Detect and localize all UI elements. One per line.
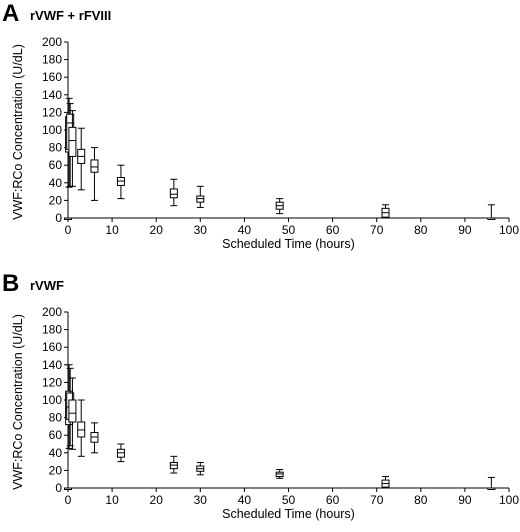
y-tick-label: 80 [49,141,63,155]
x-tick-label: 30 [194,223,208,237]
x-tick-label: 20 [150,493,164,507]
y-tick-label: 160 [42,340,62,354]
x-tick-label: 20 [150,223,164,237]
box-plot-item [487,204,496,220]
box-plot-item [116,443,125,463]
box-plot-item [64,217,72,220]
y-tick-label: 100 [42,123,62,137]
y-tick-label: 0 [55,481,62,495]
panel-b: B rVWF 0 20 40 60 80 100 120 140 160 180 200 0 10 20 3… [0,270,520,532]
box-plot-item [116,164,125,200]
box [90,159,99,173]
y-axis-label: VWF:RCo Concentration (U/dL) [11,44,25,220]
x-tick-label: 0 [65,223,72,237]
x-tick-label: 30 [194,493,208,507]
y-tick-label: 140 [42,88,62,102]
box-plot-item [275,469,284,479]
box-plot-item [169,455,178,474]
x-tick-label: 10 [105,493,119,507]
box-plot-item [381,204,390,219]
box-plot-item [77,127,86,191]
panel-letter: B [2,270,20,297]
x-tick-label: 90 [458,223,472,237]
box-plot-item [487,476,496,490]
y-tick-label: 100 [42,393,62,407]
x-tick-label: 10 [105,223,119,237]
x-tick-label: 70 [370,223,384,237]
panel-a: A rVWF + rFVIII 0 20 40 60 80 100 120 140 160 180… [0,0,520,262]
box [68,399,77,423]
box-plot-item [169,178,178,207]
x-tick-label: 40 [238,223,252,237]
panel-letter: A [2,0,20,27]
y-tick-label: 200 [42,35,62,49]
x-tick-label: 80 [414,493,428,507]
x-tick-label: 70 [370,493,384,507]
chart-title: rVWF + rFVIII [30,8,112,23]
y-tick-label: 40 [49,176,63,190]
x-tick-label: 80 [414,223,428,237]
box-plot-item [77,399,86,457]
y-tick-label: 80 [49,411,63,425]
y-tick-label: 40 [49,446,63,460]
y-tick-label: 20 [49,463,63,477]
y-tick-label: 140 [42,358,62,372]
box-plot-item [196,461,205,476]
chart-title: rVWF [30,278,64,293]
box-plot-item [68,377,77,450]
x-tick-label: 50 [282,223,296,237]
box [68,126,77,157]
box-plot-item [64,487,72,490]
box [169,188,178,199]
x-tick-label: 90 [458,493,472,507]
box-plot-rvwf-rfviii: 0 20 40 60 80 100 120 140 160 180 200 0 10 20 30 40 50 60… [11,35,519,251]
box-plot-item [90,147,99,201]
y-axis-label: VWF:RCo Concentration (U/dL) [11,314,25,490]
x-tick-label: 40 [238,493,252,507]
y-tick-label: 180 [42,323,62,337]
box-plot-item [196,185,205,208]
x-axis-label: Scheduled Time (hours) [222,507,355,521]
box-plot-item [90,422,99,454]
y-tick-label: 60 [49,158,63,172]
y-tick-label: 160 [42,70,62,84]
x-tick-label: 60 [326,493,340,507]
x-tick-label: 100 [499,223,519,237]
x-axis-label: Scheduled Time (hours) [222,237,355,251]
y-tick-label: 60 [49,428,63,442]
box-plot-item [275,198,284,215]
x-tick-label: 50 [282,493,296,507]
y-tick-label: 120 [42,105,62,119]
y-tick-label: 0 [55,211,62,225]
box-plot-rvwf: 0 20 40 60 80 100 120 140 160 180 200 0 10 20 30 40 50 60… [11,305,519,521]
y-tick-label: 120 [42,375,62,389]
box-plot-item [381,476,390,489]
y-tick-label: 200 [42,305,62,319]
y-tick-label: 20 [49,193,63,207]
x-tick-label: 60 [326,223,340,237]
box-plot-item [68,110,77,187]
y-tick-label: 180 [42,53,62,67]
x-tick-label: 100 [499,493,519,507]
x-tick-label: 0 [65,493,72,507]
